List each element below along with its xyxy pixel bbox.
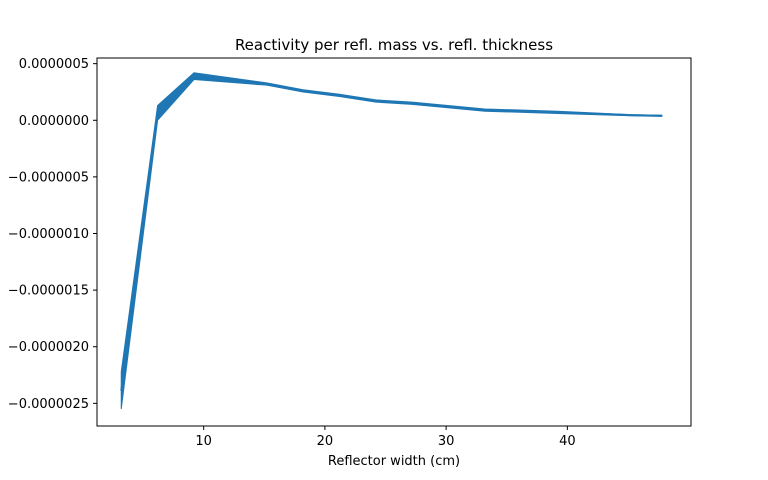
y-tick-label: 0.0000000 [19, 114, 89, 129]
x-tick-label: 30 [438, 434, 455, 449]
x-tick-label: 20 [317, 434, 334, 449]
plot-area [120, 72, 663, 410]
chart-title: Reactivity per refl. mass vs. refl. thic… [235, 36, 553, 54]
y-axis: 0.0000005 0.0000000 −0.0000005 −0.0000010 −0… [8, 57, 97, 412]
series-line-0 [120, 76, 662, 392]
series-band-0 [120, 72, 663, 410]
y-tick-label: −0.0000015 [8, 284, 89, 299]
y-tick-label: −0.0000020 [8, 340, 89, 355]
x-axis-label: Reflector width (cm) [328, 454, 460, 469]
plot-frame [96, 57, 692, 427]
y-tick-label: −0.0000005 [8, 170, 89, 185]
x-axis: 10 20 30 40 [195, 426, 576, 449]
y-tick-label: −0.0000010 [8, 227, 89, 242]
y-tick-label: 0.0000005 [19, 57, 89, 72]
y-tick-label: −0.0000025 [8, 397, 89, 412]
x-tick-label: 40 [559, 434, 576, 449]
x-tick-label: 10 [195, 434, 212, 449]
